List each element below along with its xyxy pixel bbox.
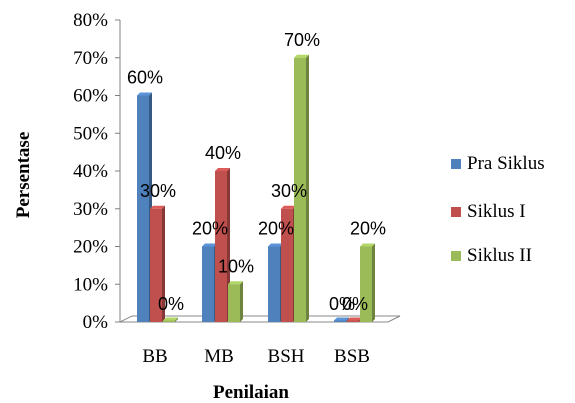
bar	[163, 317, 178, 322]
bar	[202, 243, 217, 322]
data-label: 30%	[140, 181, 176, 201]
bar-top	[137, 92, 152, 96]
data-label: 20%	[192, 219, 228, 239]
bar-top	[228, 281, 243, 285]
legend-label: Siklus II	[467, 245, 532, 266]
y-tick-label: 50%	[73, 123, 108, 144]
y-axis: 0% 10% 20% 30% 40% 50% 60% 70% 80%	[73, 10, 121, 333]
bar-side	[306, 54, 309, 322]
data-label: 20%	[258, 219, 294, 239]
bar	[268, 243, 283, 322]
legend: Pra Siklus Siklus I Siklus II	[451, 153, 545, 266]
y-tick-label: 60%	[73, 86, 108, 107]
legend-item: Pra Siklus	[451, 153, 545, 174]
bar-front	[137, 95, 149, 322]
y-tick-label: 20%	[73, 237, 108, 258]
bar-side	[240, 281, 243, 322]
bar-front	[294, 57, 306, 322]
y-tick-label: 0%	[83, 312, 109, 333]
legend-label: Siklus I	[467, 201, 526, 222]
bar-front	[202, 246, 214, 322]
bar-front	[281, 208, 293, 322]
bar-side	[175, 317, 178, 322]
data-label: 70%	[284, 30, 320, 50]
bar-top	[202, 243, 217, 247]
bar-front	[334, 320, 346, 322]
data-label: 0%	[342, 294, 368, 314]
x-tick-label: MB	[204, 346, 234, 367]
bar	[137, 92, 152, 322]
legend-swatch	[451, 159, 461, 169]
data-label: 10%	[218, 256, 254, 276]
data-label: 40%	[205, 143, 241, 163]
bar-front	[163, 320, 175, 322]
bar	[360, 243, 375, 322]
bar-front	[150, 208, 162, 322]
x-tick-label: BSB	[334, 346, 370, 367]
bar	[150, 205, 165, 322]
bar-front	[268, 246, 280, 322]
y-tick-label: 70%	[73, 48, 108, 69]
bar-top	[294, 54, 309, 58]
bar-top	[268, 243, 283, 247]
data-labels: 60%30%0%20%40%10%20%30%70%0%0%20%	[127, 30, 386, 314]
y-tick-label: 30%	[73, 199, 108, 220]
bars	[137, 54, 375, 322]
x-axis-title: Penilaian	[213, 382, 289, 403]
bar-front	[215, 171, 227, 322]
x-tick-label: BB	[142, 346, 167, 367]
bar-side	[162, 205, 165, 322]
bar-top	[215, 168, 230, 171]
bar-side	[372, 243, 375, 322]
data-label: 0%	[158, 294, 184, 314]
legend-swatch	[451, 251, 461, 261]
y-tick-label: 40%	[73, 161, 108, 182]
bar-top	[334, 317, 349, 321]
y-tick-label: 80%	[73, 10, 108, 31]
bar-front	[228, 284, 240, 322]
bar-front	[347, 320, 359, 322]
data-label: 30%	[271, 181, 307, 201]
legend-item: Siklus II	[451, 245, 532, 266]
y-axis-title: Persentase	[13, 132, 34, 219]
x-axis: BB MB BSH BSB	[142, 346, 370, 367]
data-label: 20%	[350, 219, 386, 239]
bar-top	[163, 317, 178, 321]
bar-side	[346, 317, 349, 322]
x-tick-label: BSH	[268, 346, 305, 367]
legend-label: Pra Siklus	[467, 153, 545, 174]
bar-top	[360, 243, 375, 247]
data-label: 60%	[127, 68, 163, 88]
bar-front	[360, 246, 372, 322]
legend-swatch	[451, 207, 461, 217]
legend-item: Siklus I	[451, 201, 526, 222]
bar	[228, 281, 243, 322]
bar-top	[281, 205, 296, 209]
bar	[215, 168, 230, 322]
y-tick-label: 10%	[73, 274, 108, 295]
data-label: 0%	[329, 294, 355, 314]
bar-top	[150, 205, 165, 209]
bar	[294, 54, 309, 322]
bar	[334, 317, 349, 322]
bar-top	[347, 317, 362, 321]
